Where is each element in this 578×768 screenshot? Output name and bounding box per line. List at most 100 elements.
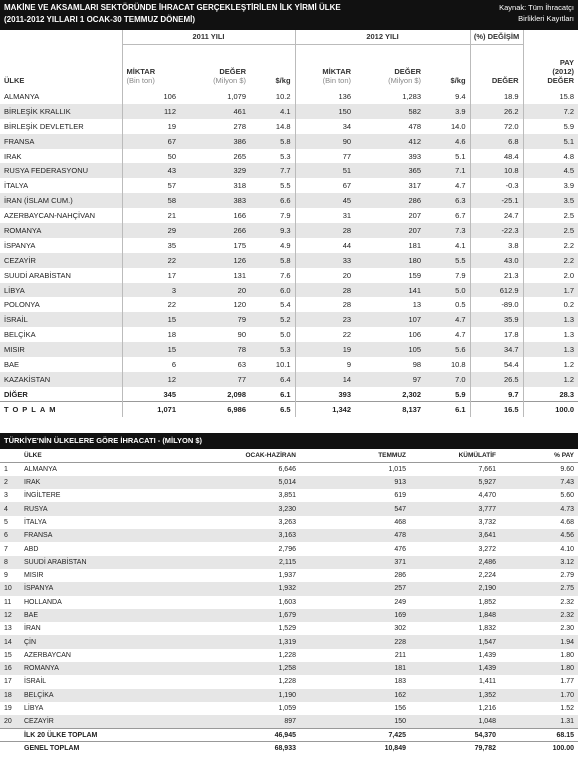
cell: GENEL TOPLAM	[20, 741, 175, 756]
cell: 1.80	[500, 662, 578, 676]
cell: 2.5	[522, 208, 578, 224]
cell: 7.0	[425, 371, 471, 387]
cell: 0.2	[522, 297, 578, 313]
cell: 150	[300, 715, 410, 729]
data-row: AZERBAYCAN-NAHÇİVAN 21 166 7.9 31 207 6.7 24.7 2…	[0, 208, 578, 224]
cell: 34.7	[469, 342, 524, 358]
cell: 15.8	[522, 89, 578, 104]
cell: 1,216	[478, 705, 496, 713]
cell: POLONYA	[4, 300, 40, 310]
cell: 1,342	[294, 401, 356, 417]
cell: SUUDİ ARABİSTAN	[20, 555, 175, 569]
cell: 5.5	[425, 252, 471, 268]
cell: 78	[180, 342, 250, 358]
cell: 2.0	[522, 267, 578, 283]
cell: 2.5	[522, 223, 578, 238]
source-line: Kaynak: Tüm İhracatçı	[499, 3, 574, 12]
header-line: PAY	[559, 58, 575, 67]
cell: 68.15	[500, 728, 578, 742]
header-line: $/kg	[275, 76, 291, 85]
total-row: İLK 20 ÜLKE TOPLAM 46,945 7,425 54,370 68.15	[0, 728, 578, 742]
cell: 16.5	[469, 401, 524, 417]
cell: 468	[394, 518, 406, 526]
data-row: KAZAKİSTAN 12 77 6.4 14 97 7.0 26.5 1.2	[0, 371, 578, 387]
data-row: MISIR 15 78 5.3 19 105 5.6 34.7 1.3	[0, 342, 578, 358]
cell: 22	[294, 327, 356, 343]
cell: 106	[408, 330, 422, 340]
cell: 169	[300, 608, 410, 623]
cell: 1,529	[278, 625, 296, 633]
cell: FRANSA	[0, 133, 122, 149]
cell: 105	[355, 342, 426, 358]
cell: 6.5	[250, 401, 296, 417]
cell: 7.43	[500, 475, 578, 490]
cell: 72.0	[469, 118, 524, 134]
cell: 46,945	[175, 728, 300, 742]
cell: AZERBAYCAN	[24, 651, 71, 659]
cell: 3.9	[522, 178, 578, 194]
cell: 4.56	[500, 529, 578, 543]
cell: IRAK	[20, 475, 175, 490]
header-line: DEĞER	[219, 67, 246, 76]
data-row: 18 BELÇİKA 1,190 162 1,352 1.70	[0, 688, 578, 702]
cell: 10.2	[275, 91, 291, 101]
column-header: MİKTAR (Bin ton)	[121, 44, 180, 89]
cell: -25.1	[469, 193, 524, 209]
cell: 98	[412, 359, 422, 369]
cell: KAZAKİSTAN	[0, 371, 122, 387]
header-line: DEĞER	[491, 76, 519, 85]
cell: DİĞER	[4, 389, 28, 399]
cell: İRAN	[24, 625, 41, 633]
cell: 1.94	[500, 635, 578, 649]
cell: 19	[4, 705, 12, 713]
data-row: BELÇİKA 18 90 5.0 22 106 4.7 17.8 1.3	[0, 327, 578, 343]
cell: ABD	[24, 545, 39, 553]
cell: 112	[121, 103, 180, 119]
cell: İRAN (İSLAM CUM.)	[0, 193, 122, 209]
cell: RUSYA FEDERASYONU	[0, 163, 122, 179]
cell: 4.9	[280, 240, 291, 250]
cell: 8,137	[355, 401, 426, 417]
cell: 77	[180, 371, 250, 387]
cell: 207	[408, 211, 422, 221]
cell: 5	[4, 518, 8, 526]
cell: 10	[0, 582, 20, 596]
cell: 3,163	[175, 529, 300, 543]
cell: -22.3	[469, 223, 524, 238]
cell: 1,932	[175, 582, 300, 596]
cell: 5.0	[425, 282, 471, 298]
data-row: 2 IRAK 5,014 913 5,927 7.43	[0, 475, 578, 490]
cell: 3	[121, 282, 180, 298]
cell: 0.5	[455, 300, 466, 310]
data-row: 6 FRANSA 3,163 478 3,641 4.56	[0, 529, 578, 543]
cell: 5,927	[410, 475, 500, 490]
cell: 3.5	[522, 193, 578, 209]
cell: 1.52	[560, 705, 574, 713]
cell: 16	[0, 662, 20, 676]
cell: BİRLEŞİK DEVLETLER	[4, 121, 84, 131]
cell: CEZAYİR	[20, 715, 175, 729]
cell: 35.9	[469, 312, 524, 328]
cell: 478	[408, 121, 422, 131]
data-row: 4 RUSYA 3,230 547 3,777 4.73	[0, 502, 578, 516]
cell: 9.4	[455, 91, 466, 101]
cell: 6.1	[280, 389, 291, 399]
cell: 7.9	[280, 211, 291, 221]
cell: 156	[394, 705, 406, 713]
cell: 97	[355, 371, 426, 387]
column-header: ÜLKE	[20, 448, 175, 464]
cell: 21.3	[469, 267, 524, 283]
cell: 1,352	[410, 688, 500, 702]
cell: 278	[233, 121, 246, 131]
cell: 1,015	[388, 465, 406, 473]
column-header: $/kg	[425, 44, 470, 89]
cell: MISIR	[0, 342, 122, 358]
cell: 18	[121, 327, 180, 343]
cell: BAE	[20, 608, 175, 623]
cell: 4.10	[560, 545, 574, 553]
cell: 79,782	[410, 741, 500, 756]
header-line: MİKTAR	[126, 67, 156, 76]
cell: 249	[394, 598, 406, 606]
header-row: ÜLKE 2011 YILI 2012 YILI (%) DEĞİŞİM PAY (201…	[0, 30, 578, 89]
cell: 619	[394, 492, 406, 500]
